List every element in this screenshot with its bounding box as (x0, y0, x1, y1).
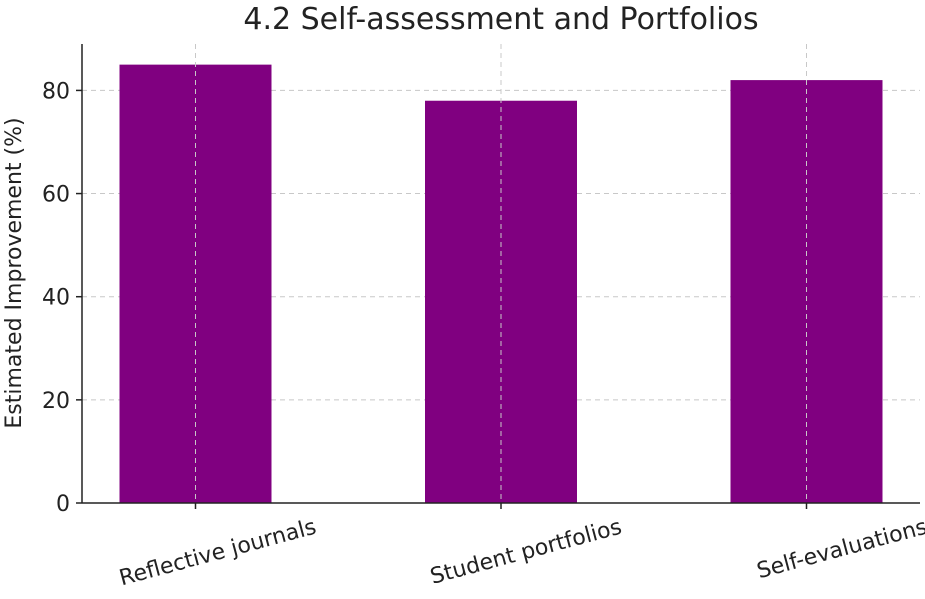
y-tick-label: 40 (42, 286, 70, 311)
y-ticks: 0 20 40 60 80 (42, 79, 82, 517)
y-tick-label: 80 (42, 79, 70, 104)
bar (119, 64, 272, 503)
x-tick-label: Self-evaluations (754, 515, 925, 585)
x-ticks: Reflective journals Student portfolios Sel… (117, 503, 925, 591)
x-tick-label: Reflective journals (117, 515, 319, 592)
vertical-grid-lines (195, 44, 807, 503)
y-tick-label: 20 (42, 389, 70, 414)
y-tick-label: 60 (42, 183, 70, 208)
chart-title: 4.2 Self-assessment and Portfolios (243, 2, 758, 37)
y-tick-label: 0 (56, 492, 70, 517)
x-tick-label: Student portfolios (428, 515, 625, 590)
y-axis-label: Estimated Improvement (%) (2, 117, 27, 428)
bars (119, 64, 883, 503)
